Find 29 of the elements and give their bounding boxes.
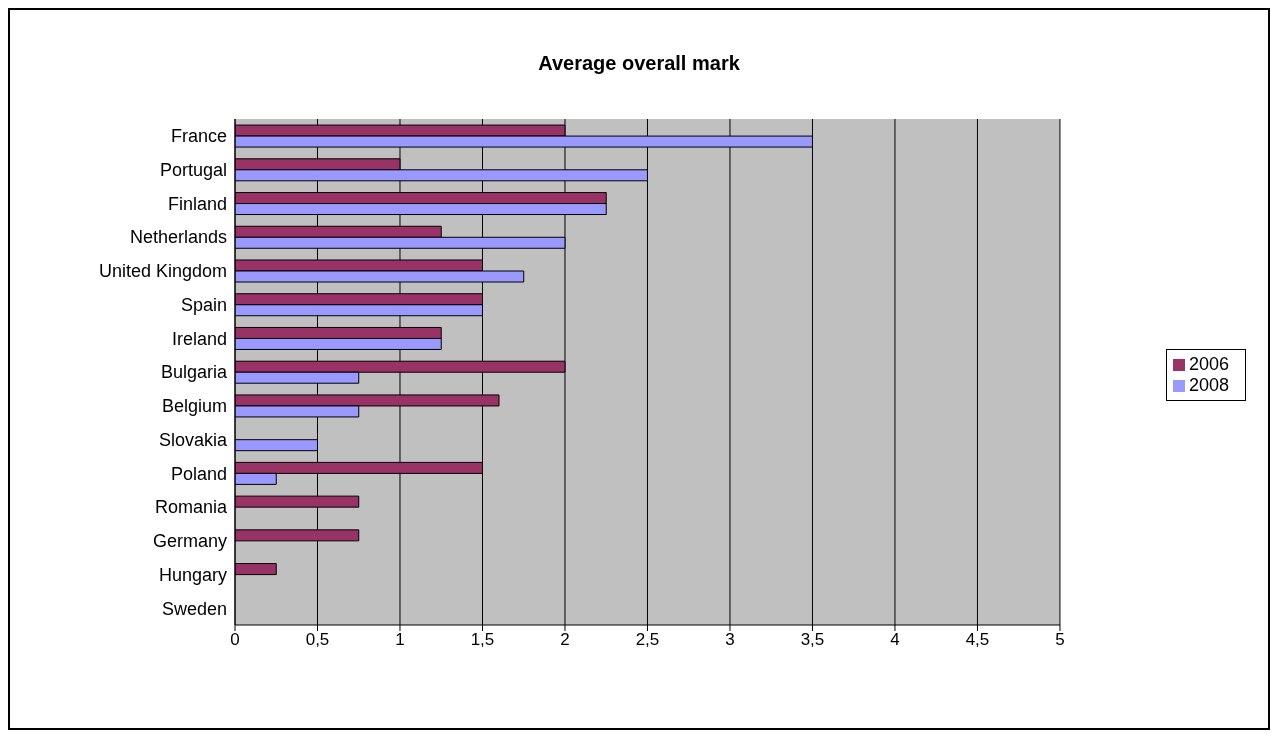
y-tick-label: France [170,126,227,147]
x-tick-label: 5 [1055,630,1065,650]
y-tick-label: United Kingdom [98,261,227,282]
x-tick-label: 2 [560,630,570,650]
x-tick-label: 0 [230,630,240,650]
x-tick-label: 1,5 [470,630,495,650]
legend-label: 2008 [1188,375,1229,395]
y-tick-label: Spain [180,294,227,315]
y-tick-label: Portugal [159,159,227,180]
x-tick-label: 1 [395,630,405,650]
y-tick-label: Netherlands [129,227,227,248]
y-tick-label: Finland [167,193,227,214]
x-tick-label: 4 [890,630,900,650]
y-tick-label: Belgium [161,396,227,417]
y-tick-label: Poland [170,463,227,484]
y-tick-label: Slovakia [158,429,228,450]
y-tick-label: Sweden [161,598,227,619]
y-tick-label: Bulgaria [160,362,228,383]
legend-label: 2006 [1188,354,1229,374]
y-tick-label: Hungary [158,564,227,585]
x-tick-label: 3 [725,630,735,650]
x-tick-label: 4,5 [965,630,990,650]
x-tick-label: 3,5 [800,630,825,650]
y-tick-label: Romania [154,497,228,518]
y-tick-label: Germany [152,531,227,552]
x-tick-label: 0,5 [305,630,330,650]
x-tick-label: 2,5 [635,630,660,650]
y-tick-label: Ireland [171,328,227,349]
chart-title: Average overall mark [537,52,741,75]
